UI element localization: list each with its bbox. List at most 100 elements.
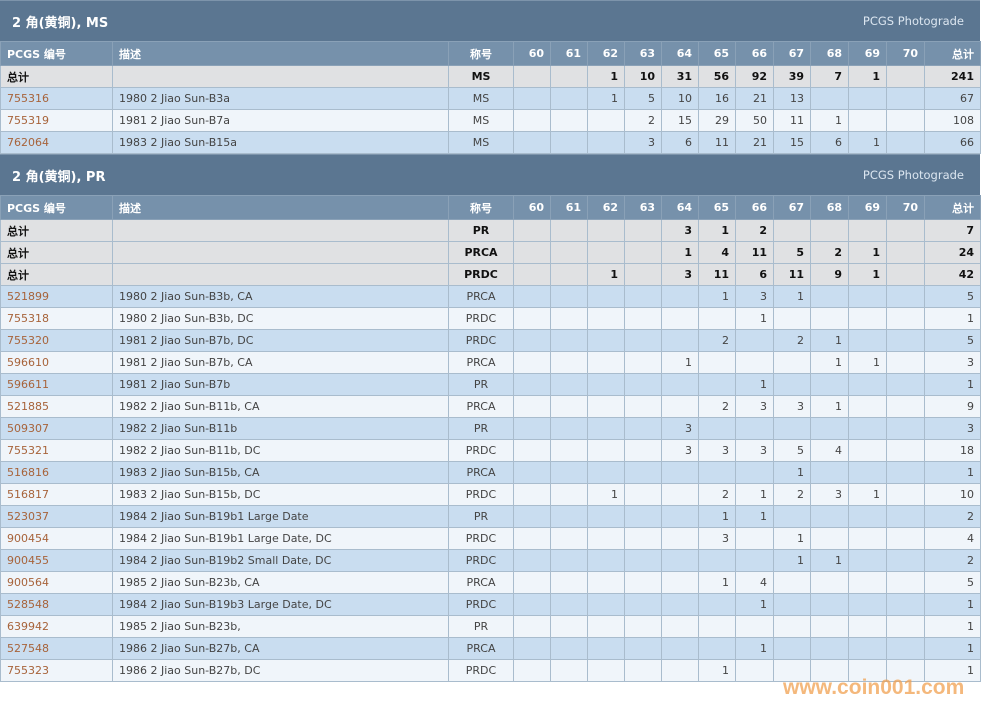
table-row: 755323 1986 2 Jiao Sun-B27b, DC PRDC 1 1 [0,659,981,682]
grade-count-cell [624,373,662,396]
population-table: PCGS 编号 描述 称号 60 61 62 63 64 65 66 67 68 69 70 总计 总计 PR 3… [0,195,981,682]
grade-count-cell: 11 [773,109,811,132]
grade-count-cell [773,659,811,682]
grade-count-cell [848,571,887,594]
pcgs-id-link[interactable]: 516816 [7,466,49,479]
pcgs-id-link[interactable]: 527548 [7,642,49,655]
grade-count-cell [886,131,925,154]
grade-count-cell [810,87,849,110]
pcgs-id-link[interactable]: 509307 [7,422,49,435]
column-header: 62 [587,41,625,66]
designation-cell: PRDC [448,659,514,682]
total-cell: 67 [924,87,981,110]
pcgs-id-cell: 516817 [0,483,113,506]
grade-count-cell [886,285,925,308]
grade-count-cell [810,417,849,440]
column-header: 63 [624,195,662,220]
grade-count-cell [587,571,625,594]
pcgs-id-link[interactable]: 900455 [7,554,49,567]
grade-count-cell [810,307,849,330]
pcgs-id-link[interactable]: 596610 [7,356,49,369]
grade-count-cell: 2 [698,395,736,418]
photograde-link[interactable]: PCGS Photograde [862,168,964,182]
grade-count-cell [513,461,551,484]
grade-count-cell [773,219,811,242]
total-cell: 241 [924,65,981,88]
column-header: 68 [810,41,849,66]
pcgs-id-link[interactable]: 755320 [7,334,49,347]
grade-count-cell [587,373,625,396]
table-row: 509307 1982 2 Jiao Sun-B11b PR 3 3 [0,417,981,440]
description-cell: 1981 2 Jiao Sun-B7b, DC [112,329,449,352]
grade-count-cell [848,549,887,572]
grade-count-cell: 3 [735,439,774,462]
grade-count-cell: 4 [735,571,774,594]
grade-count-cell: 1 [587,263,625,286]
pcgs-id-link[interactable]: 755323 [7,664,49,677]
pcgs-id-link[interactable]: 639942 [7,620,49,633]
grade-count-cell [773,351,811,374]
pcgs-id-link[interactable]: 521899 [7,290,49,303]
grade-count-cell [848,109,887,132]
description-cell: 1985 2 Jiao Sun-B23b, [112,615,449,638]
total-row: 总计 PRCA 1 4 11 5 2 1 24 [0,241,981,264]
column-header: 称号 [448,195,514,220]
grade-count-cell [698,615,736,638]
grade-count-cell [513,329,551,352]
grade-count-cell [848,395,887,418]
grade-count-cell [513,219,551,242]
grade-count-cell: 1 [848,65,887,88]
table-row: 755321 1982 2 Jiao Sun-B11b, DC PRDC 3 3 3 5 4 1… [0,439,981,462]
grade-count-cell: 10 [661,87,699,110]
grade-count-cell [661,461,699,484]
grade-count-cell [550,373,588,396]
pcgs-id-cell: 523037 [0,505,113,528]
designation-cell: PRCA [448,241,514,264]
grade-count-cell [886,417,925,440]
grade-count-cell [513,483,551,506]
grade-count-cell [886,461,925,484]
designation-cell: PR [448,505,514,528]
pcgs-id-link[interactable]: 523037 [7,510,49,523]
grade-count-cell [587,439,625,462]
grade-count-cell [848,593,887,616]
pcgs-id-link[interactable]: 762064 [7,136,49,149]
photograde-link[interactable]: PCGS Photograde [862,14,964,28]
total-cell: 1 [924,659,981,682]
pcgs-id-link[interactable]: 900564 [7,576,49,589]
total-cell: 2 [924,549,981,572]
description-cell: 1982 2 Jiao Sun-B11b, DC [112,439,449,462]
grade-count-cell [848,87,887,110]
total-cell: 9 [924,395,981,418]
description-cell: 1982 2 Jiao Sun-B11b [112,417,449,440]
grade-count-cell: 4 [698,241,736,264]
grade-count-cell [550,483,588,506]
designation-cell: PR [448,373,514,396]
pcgs-id-link[interactable]: 755321 [7,444,49,457]
pcgs-id-link[interactable]: 516817 [7,488,49,501]
grade-count-cell [550,87,588,110]
pcgs-id-cell: 755320 [0,329,113,352]
grade-count-cell: 92 [735,65,774,88]
grade-count-cell [773,615,811,638]
pcgs-id-link[interactable]: 596611 [7,378,49,391]
designation-cell: MS [448,65,514,88]
table-row: 900454 1984 2 Jiao Sun-B19b1 Large Date, … [0,527,981,550]
pcgs-id-link[interactable]: 755316 [7,92,49,105]
column-header-row: PCGS 编号 描述 称号 60 61 62 63 64 65 66 67 68 69 70 总计 [0,41,981,66]
grade-count-cell [513,659,551,682]
table-row: 900564 1985 2 Jiao Sun-B23b, CA PRCA 1 4 5 [0,571,981,594]
grade-count-cell [513,65,551,88]
grade-count-cell [810,637,849,660]
description-cell: 1983 2 Jiao Sun-B15a [112,131,449,154]
description-cell: 1981 2 Jiao Sun-B7a [112,109,449,132]
grade-count-cell [735,615,774,638]
pcgs-id-link[interactable]: 528548 [7,598,49,611]
pcgs-id-link[interactable]: 521885 [7,400,49,413]
pcgs-id-link[interactable]: 900454 [7,532,49,545]
pcgs-id-cell: 521885 [0,395,113,418]
description-cell: 1980 2 Jiao Sun-B3b, DC [112,307,449,330]
grade-count-cell [513,615,551,638]
pcgs-id-link[interactable]: 755319 [7,114,49,127]
pcgs-id-link[interactable]: 755318 [7,312,49,325]
